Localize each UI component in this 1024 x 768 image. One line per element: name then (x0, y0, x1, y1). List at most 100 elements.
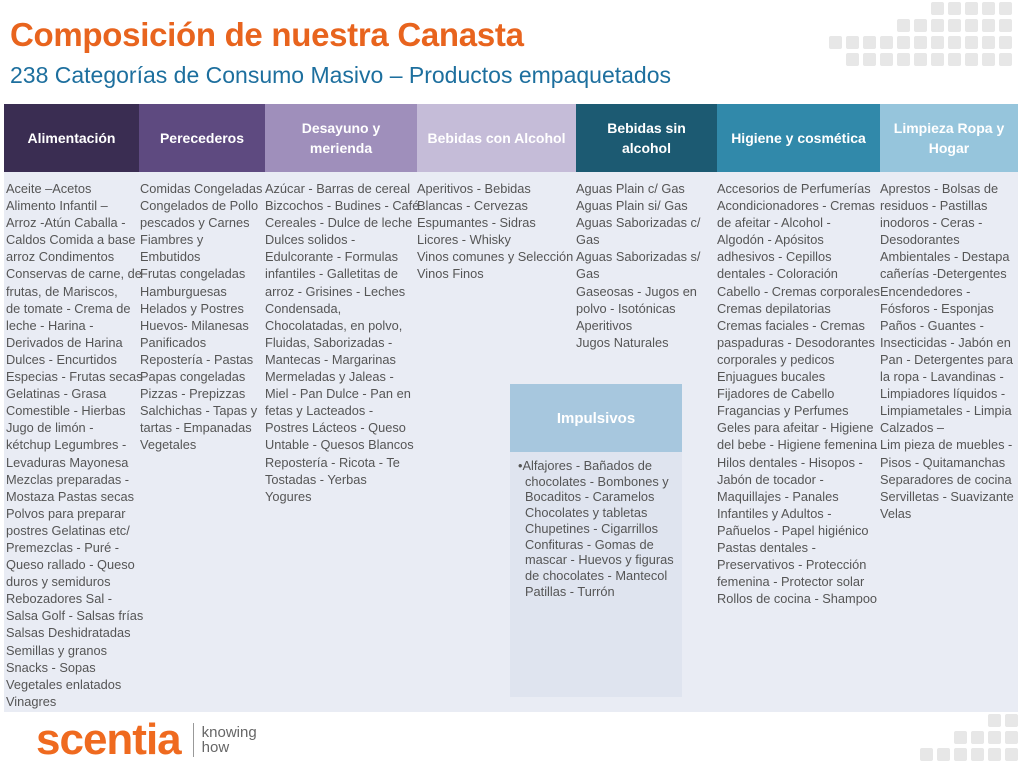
category-item: Infantiles y Adultos - (717, 505, 832, 521)
impulsivos-item: mascar - Huevos y figuras (525, 552, 674, 568)
category-item: Repostería - Pastas (140, 351, 254, 367)
deco-square (937, 748, 950, 761)
category-item: Premezclas - Puré - (6, 539, 120, 555)
impulsivos-header-label: Impulsivos (556, 409, 636, 427)
category-item: Rebozadores Sal - (6, 591, 112, 607)
category-item: Geles para afeitar - Higiene (717, 420, 874, 436)
category-item: fetas y Lacteados - (265, 403, 374, 419)
category-item: de afeitar - Alcohol - (717, 215, 831, 231)
category-item: Salchichas - Tapas y (140, 403, 258, 419)
category-item: Salsas Deshidratadas (6, 625, 131, 641)
deco-square (965, 36, 978, 49)
category-item: Maquillajes - Panales (717, 488, 839, 504)
deco-square (931, 2, 944, 15)
deco-square (897, 36, 910, 49)
category-item: Untable - Quesos Blancos (265, 437, 414, 453)
deco-square (971, 731, 984, 744)
category-item: Chocolatadas, en polvo, (265, 317, 403, 333)
category-item: Cereales - Dulce de leche (265, 215, 413, 231)
deco-square (954, 748, 967, 761)
category-item: duros y semiduros (6, 574, 111, 590)
deco-square (1005, 731, 1018, 744)
category-item: Condensada, (265, 300, 342, 316)
deco-square (948, 53, 961, 66)
category-item: Vegetales (140, 437, 197, 453)
category-item: Aguas Plain si/ Gas (576, 198, 688, 214)
category-item: Jugo de limón - (6, 420, 94, 436)
header-higiene-cosmetica: Higiene y cosmética (717, 104, 880, 172)
deco-square (948, 36, 961, 49)
category-item: Papas congeladas (140, 369, 246, 385)
category-item: Arroz -Atún Caballa - (6, 215, 126, 231)
category-item: Aguas Plain c/ Gas (576, 181, 685, 196)
category-item: arroz Condimentos (6, 249, 115, 265)
impulsivos-item: Patillas - Turrón (525, 583, 615, 599)
category-item: Velas (880, 505, 912, 521)
deco-square (1005, 714, 1018, 727)
impulsivos-item: de chocolates - Mantecol (525, 567, 668, 583)
category-item: Licores - Whisky (417, 232, 511, 248)
deco-square (863, 53, 876, 66)
deco-square (971, 748, 984, 761)
category-item: postres Gelatinas etc/ (6, 522, 130, 538)
header-bebidas-con-alcohol: Bebidas con Alcohol (417, 104, 576, 172)
category-item: Pañuelos - Papel higiénico (717, 522, 869, 538)
header-alimentacion: Alimentación (4, 104, 139, 172)
header-limpieza-line-1: Limpieza Ropa y (893, 120, 1005, 136)
category-item: Mantecas - Margarinas (265, 351, 396, 367)
category-item: Cremas faciales - Cremas (717, 317, 865, 333)
category-item: infantiles - Galletitas de (265, 266, 399, 282)
category-item: Algodón - Apósitos (717, 232, 824, 248)
category-item: Dulces solidos - (265, 232, 356, 248)
deco-square (982, 2, 995, 15)
category-item: dentales - Coloración (717, 266, 838, 282)
category-item: arroz - Grisines - Leches (265, 283, 406, 299)
category-item: Fósforos - Esponjas (880, 300, 994, 316)
deco-square (1005, 748, 1018, 761)
column-desayuno-merienda: Azúcar - Barras de cereal Bizcochos - Bud… (265, 180, 419, 505)
category-item: Jabón de tocador - (717, 471, 824, 487)
deco-square (965, 19, 978, 32)
category-item: Calzados – (880, 420, 945, 436)
deco-square (954, 731, 967, 744)
header-limpieza-ropa-hogar: Limpieza Ropa y Hogar (880, 104, 1018, 172)
category-item: adhesivos - Cepillos (717, 249, 832, 265)
deco-square (931, 53, 944, 66)
logo-wordmark: scentia (36, 715, 182, 764)
category-item: Vinagres (6, 693, 57, 709)
category-item: Lim pieza de muebles - (880, 437, 1013, 453)
category-item: residuos - Pastillas (880, 198, 988, 214)
category-item: Azúcar - Barras de cereal (265, 181, 411, 196)
category-item: Limpiametales - Limpia (880, 403, 1012, 419)
header-limpieza-line-2: Hogar (928, 140, 970, 156)
category-item: leche - Harina - (6, 317, 94, 333)
category-item: Vinos comunes y Selección (417, 249, 574, 265)
deco-square (863, 36, 876, 49)
category-item: Dulces - Encurtidos (6, 351, 117, 367)
column-alimentacion: Aceite –Acetos Alimento Infantil – Arroz -… (6, 180, 143, 710)
deco-square (988, 731, 1001, 744)
deco-square (982, 19, 995, 32)
category-item: Polvos para preparar (6, 505, 126, 521)
category-item: Gaseosas - Jugos en (576, 283, 697, 299)
category-item: Preservativos - Protección (717, 557, 867, 573)
deco-square (846, 36, 859, 49)
category-item: Separadores de cocina (880, 471, 1012, 487)
deco-square (999, 36, 1012, 49)
impulsivos-item-text: Alfajores - Bañados de (522, 458, 652, 473)
impulsivos-item: chocolates - Bombones y (525, 473, 669, 489)
category-item: Paños - Guantes - (880, 317, 984, 333)
header-bebidas-sin-alcohol-line-1: Bebidas sin (607, 120, 686, 136)
category-item: Aceite –Acetos (6, 181, 92, 196)
category-item: Hamburguesas (140, 283, 227, 299)
category-item: Aperitivos (576, 317, 633, 333)
impulsivos-item: Chupetines - Cigarrillos (525, 520, 658, 536)
category-item: Embutidos (140, 249, 201, 265)
category-item: kétchup Legumbres - (6, 437, 127, 453)
category-item: Edulcorante - Formulas (265, 249, 398, 265)
deco-square (965, 53, 978, 66)
category-item: Comestible - Hierbas (6, 403, 126, 419)
category-item: Fluidas, Saborizadas - (265, 334, 393, 350)
impulsivos-item: Chocolates y tabletas (525, 505, 648, 521)
category-item: Servilletas - Suavizante (880, 488, 1014, 504)
